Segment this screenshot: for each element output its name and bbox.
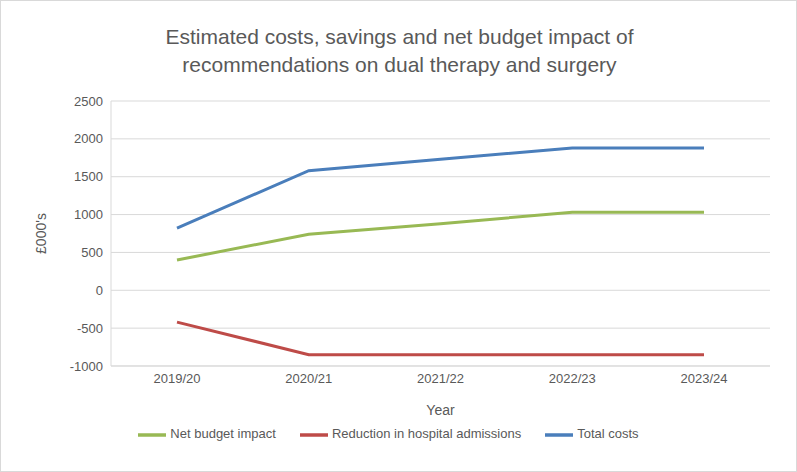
svg-text:0: 0 [96,283,103,298]
html-text:Total costs: Total costs [577,426,639,442]
svg-text:-500: -500 [77,321,103,336]
html-text:Estimated costs, savings and n: Estimated costs, savings and net budget … [165,25,634,76]
svg-text:Year: Year [426,402,455,418]
svg-text:1000: 1000 [74,207,103,222]
svg-text:2000: 2000 [74,131,103,146]
svg-text:500: 500 [81,245,103,260]
svg-text:2500: 2500 [74,94,103,109]
svg-text:1500: 1500 [74,169,103,184]
html-text:Reduction in hospital admissio: Reduction in hospital admissions [331,426,522,442]
svg-text:2019/20: 2019/20 [154,371,201,386]
svg-text:£000's: £000's [33,213,49,254]
svg-text:2021/22: 2021/22 [417,371,464,386]
svg-text:2023/24: 2023/24 [681,371,728,386]
svg-text:2022/23: 2022/23 [549,371,596,386]
html-text:Net budget impact: Net budget impact [170,426,276,442]
svg-text:-1000: -1000 [70,359,103,374]
svg-text:2020/21: 2020/21 [285,371,332,386]
